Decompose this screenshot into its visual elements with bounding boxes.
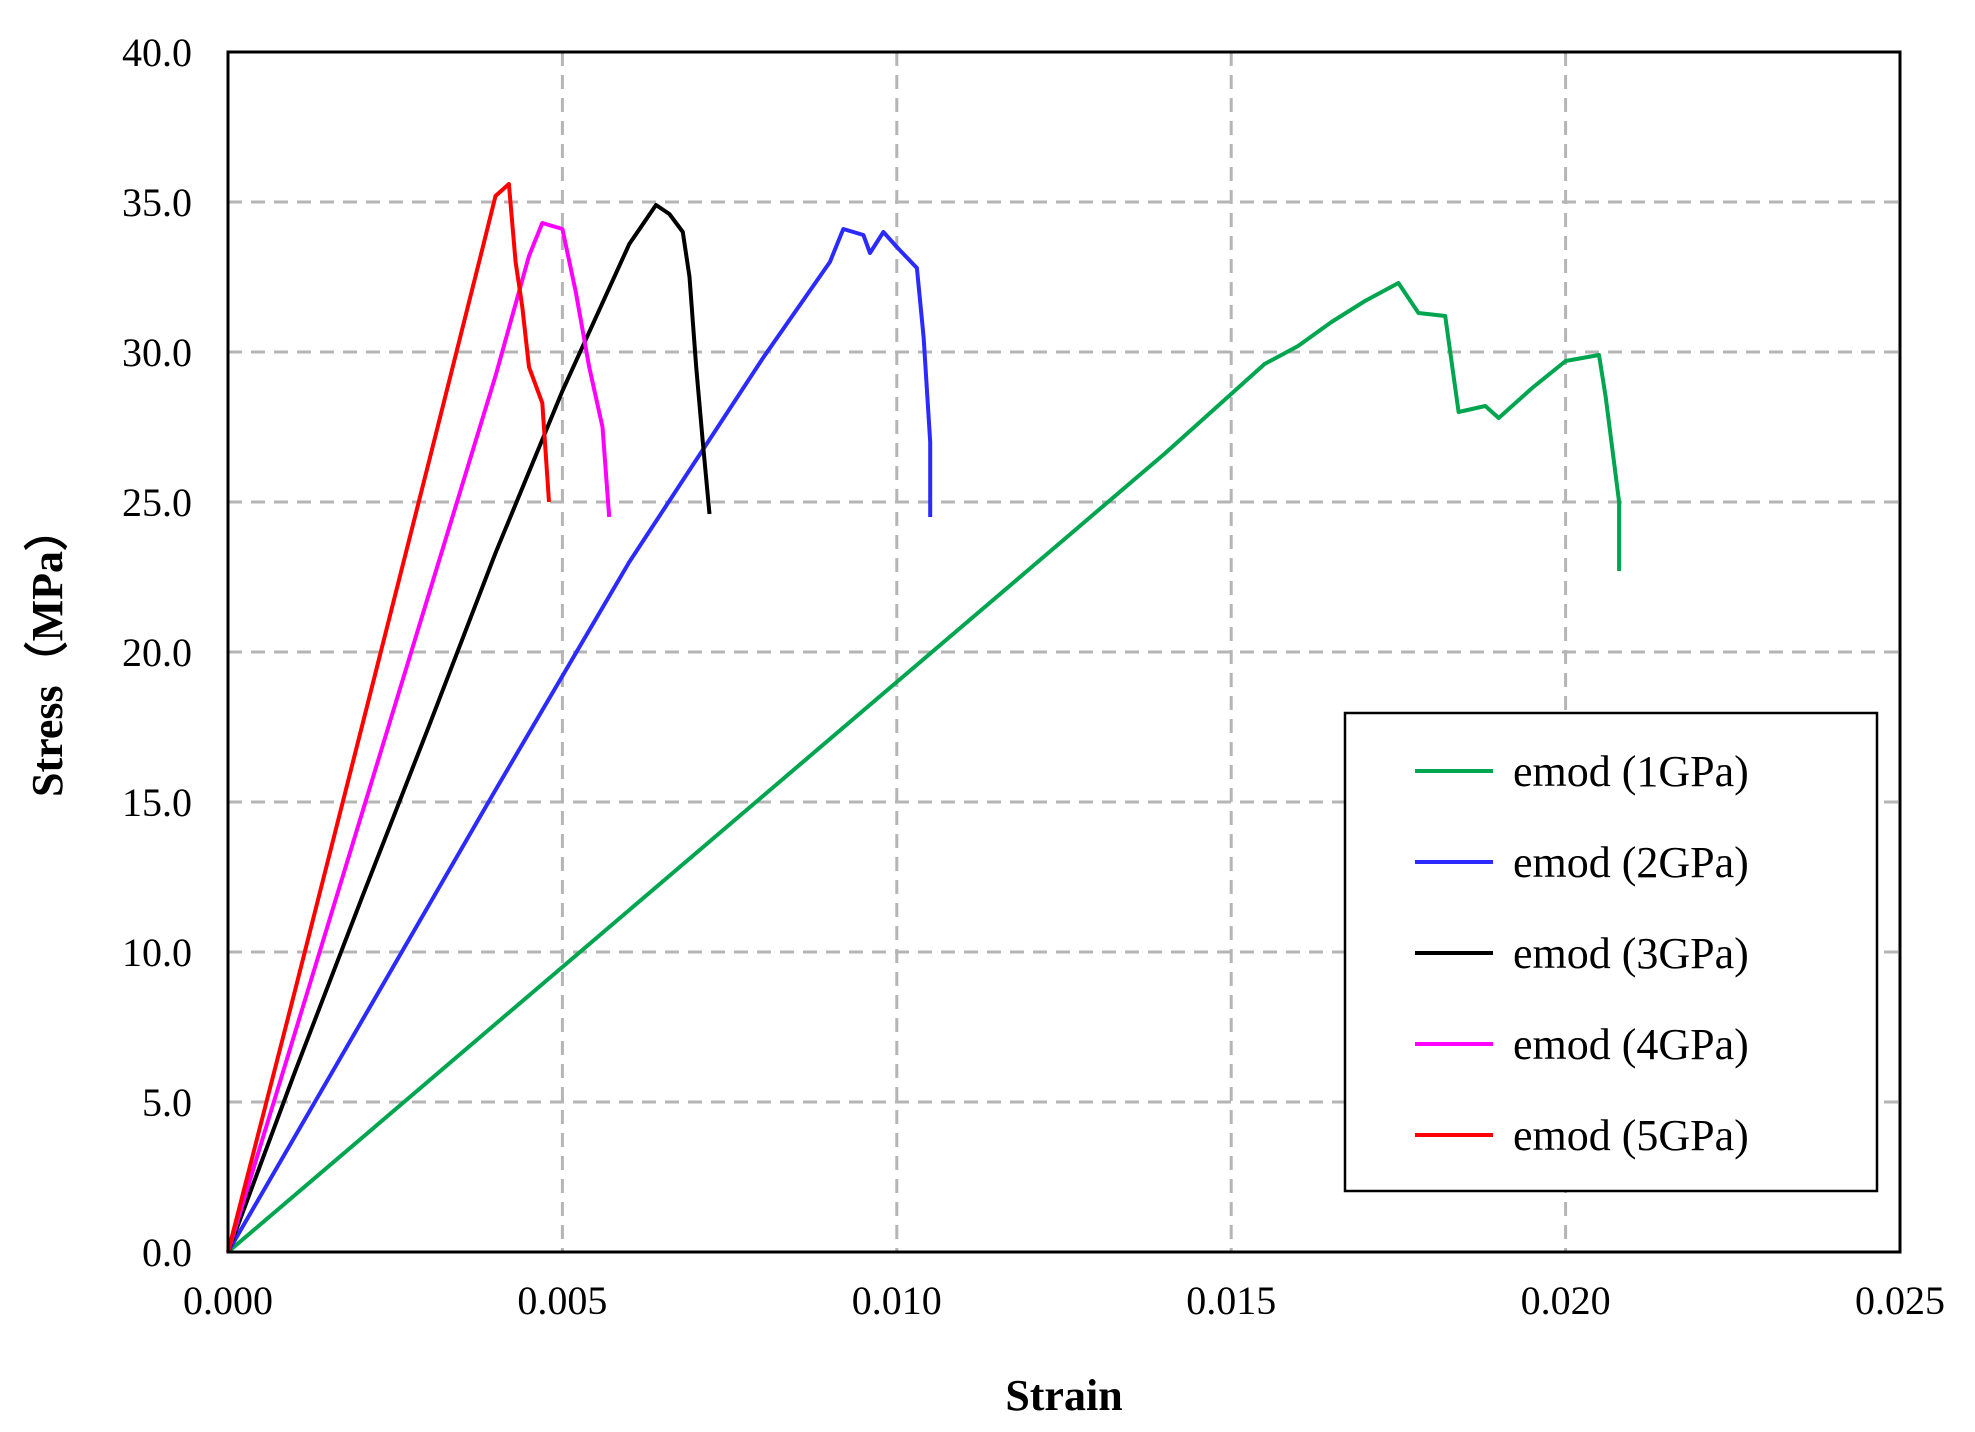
y-tick-label: 20.0 <box>122 630 192 675</box>
legend: emod (1GPa) emod (2GPa) emod (3GPa) emod (4… <box>1343 711 1879 1193</box>
series-line <box>226 203 712 1253</box>
x-tick-label: 0.025 <box>1855 1278 1945 1323</box>
legend-label: emod (3GPa) <box>1513 929 1749 978</box>
series-line <box>226 182 551 1253</box>
legend-label: emod (4GPa) <box>1513 1020 1749 1069</box>
y-tick-label: 15.0 <box>122 780 192 825</box>
x-tick-label: 0.010 <box>852 1278 942 1323</box>
series-line <box>226 221 612 1253</box>
plot-area-frame <box>226 50 1902 1254</box>
x-axis-ticks: 0.000 0.005 0.010 0.015 0.020 0.025 <box>183 1278 1945 1323</box>
legend-label: emod (1GPa) <box>1513 747 1749 796</box>
series-line <box>226 227 933 1254</box>
y-axis-ticks: 0.0 5.0 10.0 15.0 20.0 25.0 30.0 35.0 40.0 <box>122 30 192 1275</box>
x-tick-label: 0.000 <box>183 1278 273 1323</box>
y-tick-label: 40.0 <box>122 30 192 75</box>
legend-label: emod (5GPa) <box>1513 1111 1749 1160</box>
y-tick-label: 30.0 <box>122 330 192 375</box>
y-tick-label: 35.0 <box>122 180 192 225</box>
x-tick-label: 0.020 <box>1521 1278 1611 1323</box>
y-tick-label: 5.0 <box>142 1080 192 1125</box>
x-axis-title: Strain <box>1005 1371 1122 1420</box>
x-tick-label: 0.015 <box>1186 1278 1276 1323</box>
y-axis-title: Stress（MPa） <box>23 507 72 797</box>
x-tick-label: 0.005 <box>517 1278 607 1323</box>
series-lines <box>226 182 1622 1254</box>
y-tick-label: 25.0 <box>122 480 192 525</box>
y-tick-label: 10.0 <box>122 930 192 975</box>
y-tick-label: 0.0 <box>142 1230 192 1275</box>
legend-label: emod (2GPa) <box>1513 838 1749 887</box>
series-line <box>226 281 1622 1254</box>
